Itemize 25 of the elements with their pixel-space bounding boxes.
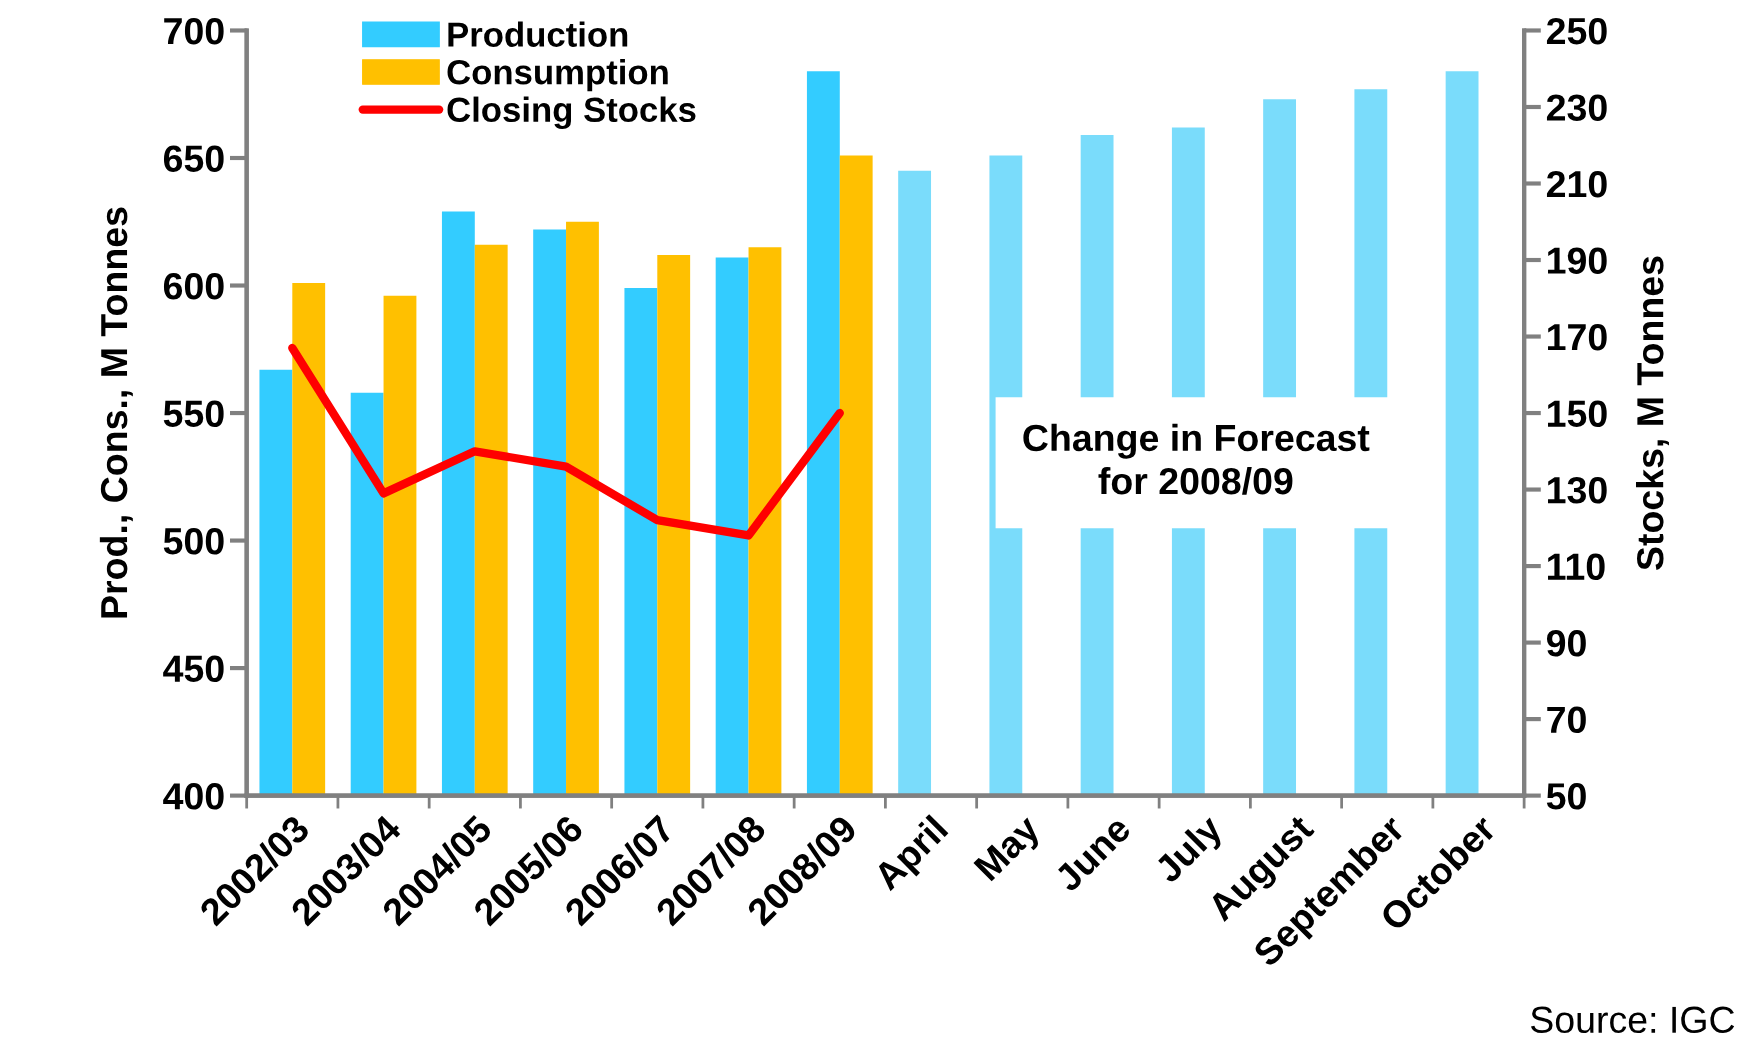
annotation: Change in Forecast for 2008/09 (1023, 423, 1370, 495)
y2-tick-label: 70 (1547, 706, 1586, 734)
y-tick-label: 500 (163, 527, 224, 555)
legend-label: Production (448, 21, 628, 47)
y2-tick-label: 110 (1548, 553, 1605, 581)
y2-tick-label: 90 (1546, 629, 1586, 657)
y-tick-label: 450 (163, 655, 224, 683)
y2-tick-label: 170 (1548, 323, 1607, 351)
y2-tick-label: 130 (1548, 476, 1607, 504)
y-tick-label: 700 (164, 17, 224, 45)
y2-tick-label: 230 (1546, 94, 1607, 121)
y-tick-label: 600 (163, 272, 224, 300)
y2-tick-label: 250 (1546, 17, 1607, 45)
y2-axis-title: Stocks, M Tonnes (1636, 256, 1669, 570)
y-tick-label: 650 (163, 145, 224, 172)
source-note: Source: IGC (1530, 1006, 1735, 1034)
y2-tick-label: 50 (1546, 783, 1586, 810)
y-tick-label: 550 (163, 400, 224, 427)
y2-tick-label: 190 (1548, 247, 1607, 274)
y2-tick-label: 210 (1546, 170, 1607, 198)
y-tick-label: 400 (163, 783, 224, 810)
legend-label: Consumption (447, 58, 668, 92)
y2-tick-label: 150 (1548, 400, 1607, 427)
legend-label: Closing Stocks (447, 96, 696, 130)
y-axis-title: Prod., Cons., M Tonnes (99, 207, 133, 618)
